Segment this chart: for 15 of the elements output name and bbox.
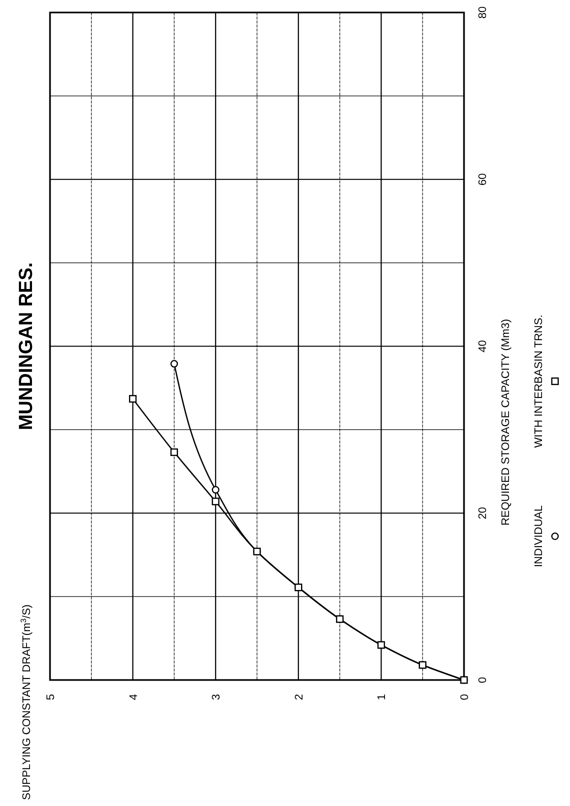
x-tick-label: 0 bbox=[459, 694, 471, 700]
y-axis-title: REQUIRED STORAGE CAPACITY (Mm3) bbox=[500, 318, 512, 526]
x-tick-label: 3 bbox=[210, 694, 223, 700]
y-tick-label: 0 bbox=[477, 676, 489, 684]
y-tick-label: 60 bbox=[477, 173, 489, 186]
text: MUNDINGAN RES. bbox=[16, 262, 37, 430]
x-tick-label: 4 bbox=[128, 694, 140, 700]
x-tick-label: 5 bbox=[45, 694, 57, 700]
y-tick-label: 40 bbox=[477, 340, 489, 352]
legend-label: WITH INTERBASIN TRNS. bbox=[533, 314, 545, 448]
x-tick-label: 1 bbox=[376, 694, 388, 700]
x-tick-label: 2 bbox=[293, 694, 306, 700]
legend-label: INDIVIDUAL bbox=[533, 505, 545, 568]
y-tick-label: 20 bbox=[477, 507, 489, 520]
y-tick-label: 80 bbox=[477, 6, 489, 19]
